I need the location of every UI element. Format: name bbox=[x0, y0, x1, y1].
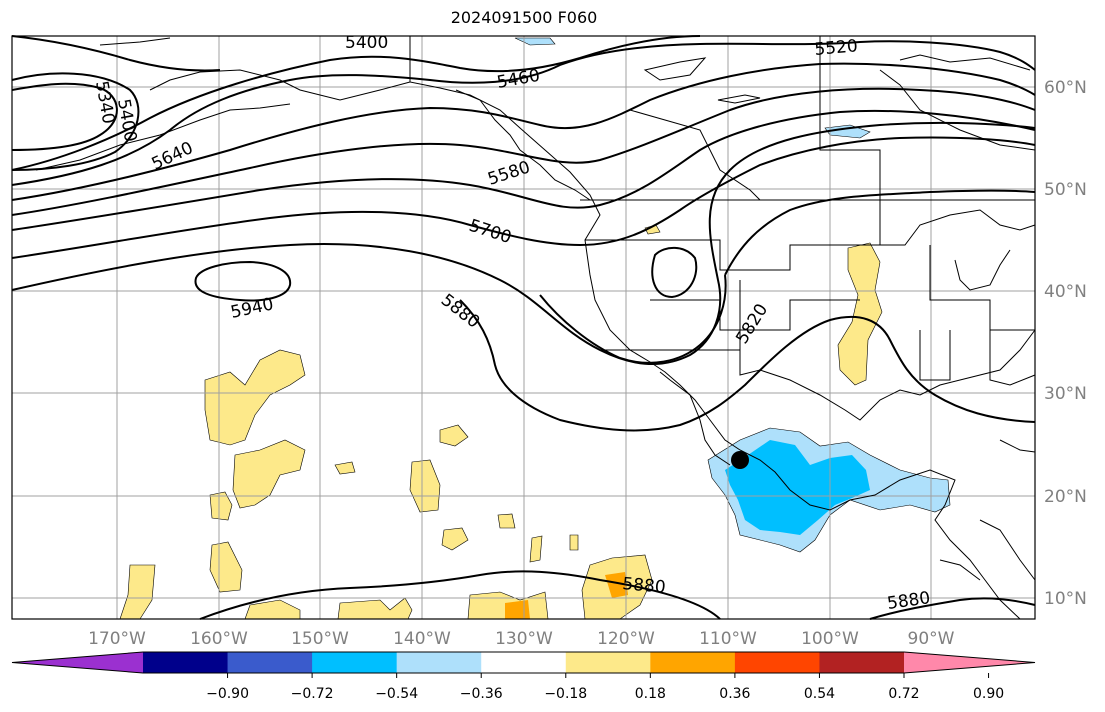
positive-anomaly bbox=[439, 424, 469, 447]
coastlines bbox=[35, 36, 1036, 620]
colorbar-tick-label: −0.18 bbox=[544, 686, 587, 702]
contour-label: 5400 bbox=[345, 33, 388, 53]
lon-label: 130°W bbox=[495, 629, 553, 649]
colorbar-segment bbox=[143, 652, 229, 673]
colorbar-tick-label: 0.36 bbox=[719, 686, 750, 702]
map-title: 2024091500 F060 bbox=[450, 8, 598, 27]
colorbar-segment bbox=[227, 652, 313, 673]
colorbar-tick-label: −0.36 bbox=[460, 686, 503, 702]
contour-label: 5880 bbox=[622, 574, 667, 598]
positive-anomaly bbox=[497, 513, 516, 529]
colorbar-tick-label: 0.90 bbox=[973, 686, 1004, 702]
positive-anomaly bbox=[409, 459, 441, 513]
lat-label: 40°N bbox=[1044, 282, 1087, 302]
lon-label: 90°W bbox=[908, 629, 955, 649]
colorbar-tick-label: −0.90 bbox=[206, 686, 249, 702]
lat-label: 20°N bbox=[1044, 487, 1087, 507]
positive-anomaly bbox=[334, 461, 356, 475]
colorbar-tick-label: 0.18 bbox=[635, 686, 666, 702]
positive-anomaly bbox=[244, 599, 301, 620]
colorbar-segment bbox=[481, 652, 567, 673]
lon-label: 150°W bbox=[291, 629, 349, 649]
negative-anomaly-mid bbox=[725, 440, 870, 535]
lon-label: 110°W bbox=[699, 629, 757, 649]
lat-label: 10°N bbox=[1044, 589, 1087, 609]
lat-label: 30°N bbox=[1044, 384, 1087, 404]
lon-label: 170°W bbox=[88, 629, 146, 649]
negative-anomaly-light bbox=[514, 37, 556, 46]
colorbar-tick-label: −0.72 bbox=[291, 686, 334, 702]
colorbar-segment bbox=[565, 652, 651, 673]
positive-anomaly bbox=[204, 349, 306, 446]
positive-anomaly-mid bbox=[505, 600, 530, 619]
map-panel: 5400 5460 5520 5340 5400 5640 5580 5700 … bbox=[11, 33, 1036, 620]
colorbar-segment bbox=[734, 652, 820, 673]
colorbar-tick-label: −0.54 bbox=[375, 686, 418, 702]
lon-label: 160°W bbox=[190, 629, 248, 649]
lon-label: 120°W bbox=[597, 629, 655, 649]
height-contours bbox=[11, 35, 1036, 620]
lat-label: 50°N bbox=[1044, 180, 1087, 200]
storm-center-marker bbox=[731, 451, 749, 469]
positive-anomaly bbox=[441, 527, 469, 551]
colorbar-segment bbox=[396, 652, 482, 673]
anomaly-shading bbox=[119, 37, 951, 620]
positive-anomaly bbox=[569, 534, 579, 551]
lat-label: 60°N bbox=[1044, 78, 1087, 98]
positive-anomaly bbox=[232, 439, 306, 509]
colorbar-tick-label: 0.54 bbox=[804, 686, 835, 702]
colorbar-extend-high bbox=[904, 652, 1035, 673]
colorbar-segment bbox=[312, 652, 398, 673]
colorbar-extend-low bbox=[12, 652, 143, 673]
lon-label: 100°W bbox=[801, 629, 859, 649]
colorbar: −0.90 −0.72 −0.54 −0.36 −0.18 0.18 0.36 0.54 0.7… bbox=[11, 651, 1036, 702]
colorbar-segment bbox=[819, 652, 905, 673]
positive-anomaly bbox=[529, 535, 543, 563]
longitude-labels: 170°W 160°W 150°W 140°W 130°W 120°W 110°… bbox=[88, 629, 955, 649]
positive-anomaly bbox=[209, 541, 243, 593]
latitude-labels: 60°N 50°N 40°N 30°N 20°N 10°N bbox=[1044, 78, 1087, 609]
contour-label: 5520 bbox=[814, 36, 859, 60]
positive-anomaly-mid bbox=[605, 572, 628, 598]
negative-anomaly-light bbox=[824, 124, 871, 139]
graticule bbox=[12, 36, 1035, 619]
colorbar-tick-label: 0.72 bbox=[888, 686, 919, 702]
colorbar-segment bbox=[650, 652, 736, 673]
lon-label: 140°W bbox=[393, 629, 451, 649]
positive-anomaly bbox=[209, 491, 233, 521]
